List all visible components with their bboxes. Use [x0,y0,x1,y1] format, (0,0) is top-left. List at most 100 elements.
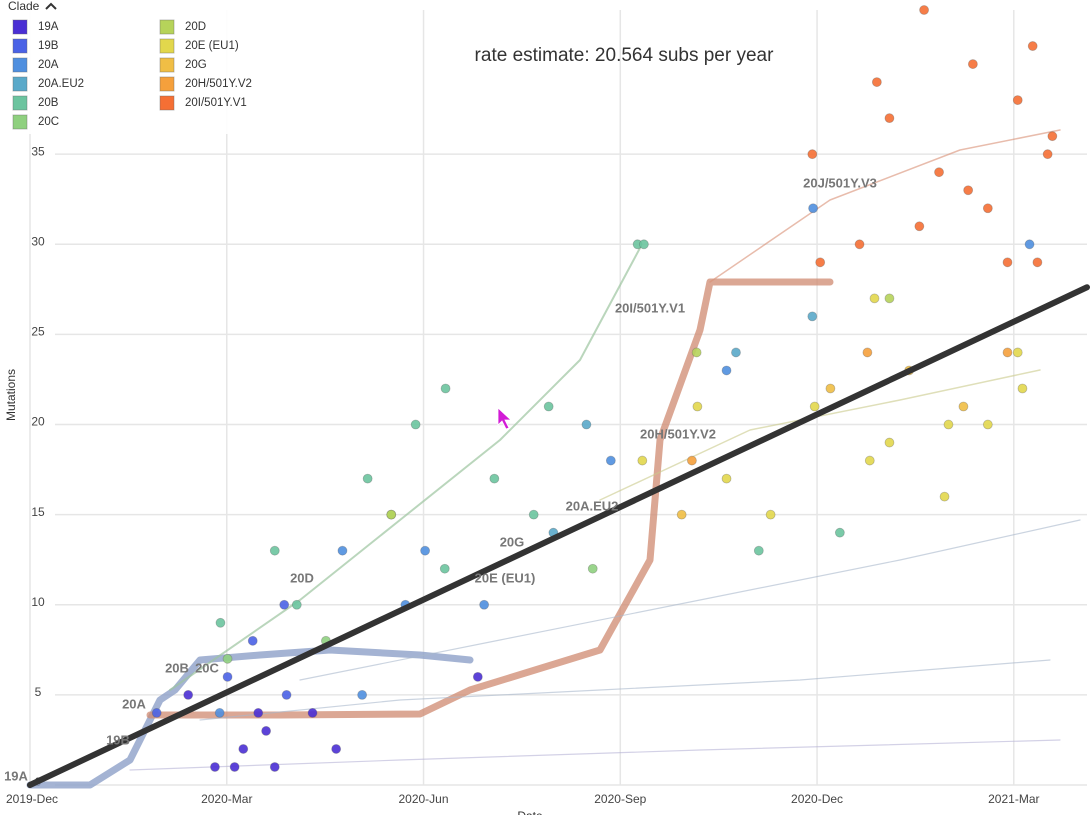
legend-background [0,0,300,134]
y-tick-label: 10 [31,595,45,609]
data-point [357,689,368,700]
y-tick-label: 15 [31,505,45,519]
data-point [854,239,865,250]
legend-label[interactable]: 19B [38,40,59,52]
data-point [871,77,882,87]
branch-label: 20E (EU1) [475,570,536,585]
data-point [1012,347,1023,358]
data-point [1002,257,1013,268]
data-point [281,689,292,700]
data-point [528,509,539,520]
legend-toggle[interactable] [45,2,57,10]
legend-label[interactable]: 20A [38,59,59,71]
data-point [934,167,944,178]
legend-label[interactable]: 20B [38,97,59,109]
tree-stem [169,247,641,691]
data-point [331,744,342,754]
branch-label: 20A.EU2 [566,498,619,513]
legend-label[interactable]: 20H/501Y.V2 [185,78,252,90]
legend-label[interactable]: 19A [38,21,59,33]
x-tick-label: 2020-Dec [791,792,843,806]
legend-swatch[interactable] [159,38,175,54]
legend-label[interactable]: 20D [185,21,206,33]
data-point [410,419,421,430]
data-point [864,455,875,466]
legend-label[interactable]: 20A.EU2 [38,78,84,90]
legend-title[interactable]: Clade [8,0,40,13]
data-point [834,527,845,538]
x-tick-label: 2019-Dec [6,792,58,806]
legend-swatch[interactable] [12,19,28,35]
legend-swatch[interactable] [12,95,28,111]
data-point [687,455,697,466]
branch-label: 20J/501Y.V3 [803,175,877,190]
data-point [919,5,929,15]
data-point [261,726,272,736]
data-point [291,599,302,610]
branch-label: 20G [500,534,525,549]
data-point [543,401,554,412]
legend-swatch[interactable] [159,95,175,111]
legend-swatch[interactable] [12,38,28,54]
data-point [279,599,290,610]
data-point [581,419,592,430]
data-point [214,708,225,718]
y-tick-label: 35 [31,144,45,158]
legend-label[interactable]: 20C [38,116,59,128]
legend-swatch[interactable] [12,57,28,73]
data-point [676,509,687,520]
data-point [638,239,649,250]
rate-estimate: rate estimate: 20.564 subs per year [475,45,775,66]
data-point [222,671,233,682]
legend-label[interactable]: 20G [185,59,207,71]
data-point [1042,149,1053,160]
branch-label: 20I/501Y.V1 [615,300,685,315]
data-point [958,401,969,412]
data-point [222,653,233,664]
tree-stem [199,659,1051,721]
data-point [963,185,974,196]
data-point [691,347,702,358]
tree-stem [709,129,1061,283]
branch-label: 20H/501Y.V2 [640,426,716,441]
points [27,5,1090,788]
legend-swatch[interactable] [159,76,175,92]
data-point [815,257,826,268]
data-point [825,383,836,394]
regression-line [27,284,1090,788]
branch-label: 20C [195,660,219,675]
data-point [386,509,397,520]
legend-label[interactable]: 20E (EU1) [185,40,239,52]
data-point [808,203,819,214]
data-point [637,455,648,466]
data-point [1017,383,1028,394]
data-point [229,762,240,772]
branch-label: 20A [122,696,146,711]
data-point [721,473,732,484]
data-point [1012,95,1023,106]
data-point [269,545,280,556]
legend-swatch[interactable] [12,114,28,130]
data-point [914,221,925,232]
legend: Clade 19A 19B 20A 20A.EU2 20B 20C 20D 20E (EU1)… [0,0,300,134]
data-point [307,708,318,718]
data-point [939,491,950,502]
x-axis-title: Date [517,809,543,815]
data-point [215,617,226,628]
data-point [765,509,776,520]
y-tick-label: 25 [31,325,45,339]
branch-label: 19B [106,732,130,747]
x-tick-label: 2020-Mar [201,792,252,806]
data-point [472,671,483,682]
tree-stem [299,519,1081,681]
legend-swatch[interactable] [159,57,175,73]
legend-label[interactable]: 20I/501Y.V1 [185,97,247,109]
legend-swatch[interactable] [159,19,175,35]
data-point [587,563,598,574]
data-point [439,563,450,574]
legend-swatch[interactable] [12,76,28,92]
data-point [337,545,348,556]
data-point [731,347,741,358]
tree-stem [599,369,1041,501]
data-point [1024,239,1035,250]
